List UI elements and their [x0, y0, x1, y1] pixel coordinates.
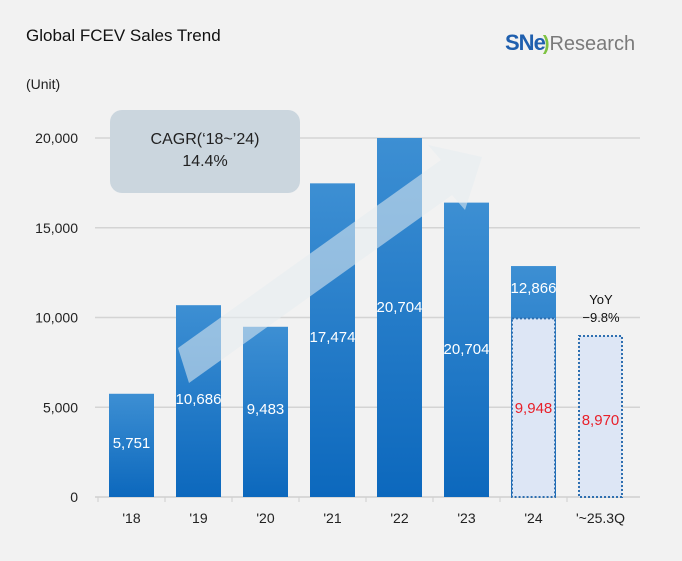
y-tick-label: 10,000 — [35, 310, 78, 326]
y-tick-label: 20,000 — [35, 130, 78, 146]
yoy-value: −9.8% — [582, 310, 620, 325]
bar-forecast — [511, 317, 556, 499]
data-label: 20,704 — [377, 299, 423, 316]
x-tick-label: '20 — [256, 510, 274, 526]
yoy-label: YoY — [589, 292, 613, 307]
chart-title: Global FCEV Sales Trend — [26, 26, 221, 45]
cagr-value: 14.4% — [182, 153, 227, 170]
bar — [243, 326, 288, 497]
bar — [444, 202, 489, 497]
y-tick-label: 0 — [70, 489, 78, 505]
x-tick-label: '21 — [323, 510, 341, 526]
x-tick-label: '19 — [189, 510, 207, 526]
data-label: 12,866 — [511, 280, 557, 297]
data-label: 20,704 — [444, 341, 490, 358]
growth-arrow — [178, 145, 482, 383]
data-label: 5,751 — [113, 435, 151, 452]
x-tick-label: '18 — [122, 510, 140, 526]
x-tick-label: '~25.3Q — [576, 510, 625, 526]
y-axis-unit-label: (Unit) — [26, 76, 61, 92]
data-label: 10,686 — [176, 391, 222, 408]
data-label-forecast: 8,970 — [582, 412, 620, 429]
x-tick-label: '22 — [390, 510, 408, 526]
sne-research-logo: SNe)Research — [505, 30, 636, 55]
data-label: 17,474 — [310, 329, 356, 346]
x-tick-label: '24 — [524, 510, 542, 526]
cagr-callout-box — [110, 110, 300, 193]
data-label: 9,483 — [247, 401, 285, 418]
bar-forecast — [578, 334, 623, 498]
data-label-forecast: 9,948 — [515, 400, 553, 417]
y-tick-label: 5,000 — [43, 399, 78, 415]
y-tick-label: 15,000 — [35, 220, 78, 236]
cagr-label: CAGR(‘18~’24) — [151, 131, 260, 148]
bar — [109, 393, 154, 497]
x-tick-label: '23 — [457, 510, 475, 526]
